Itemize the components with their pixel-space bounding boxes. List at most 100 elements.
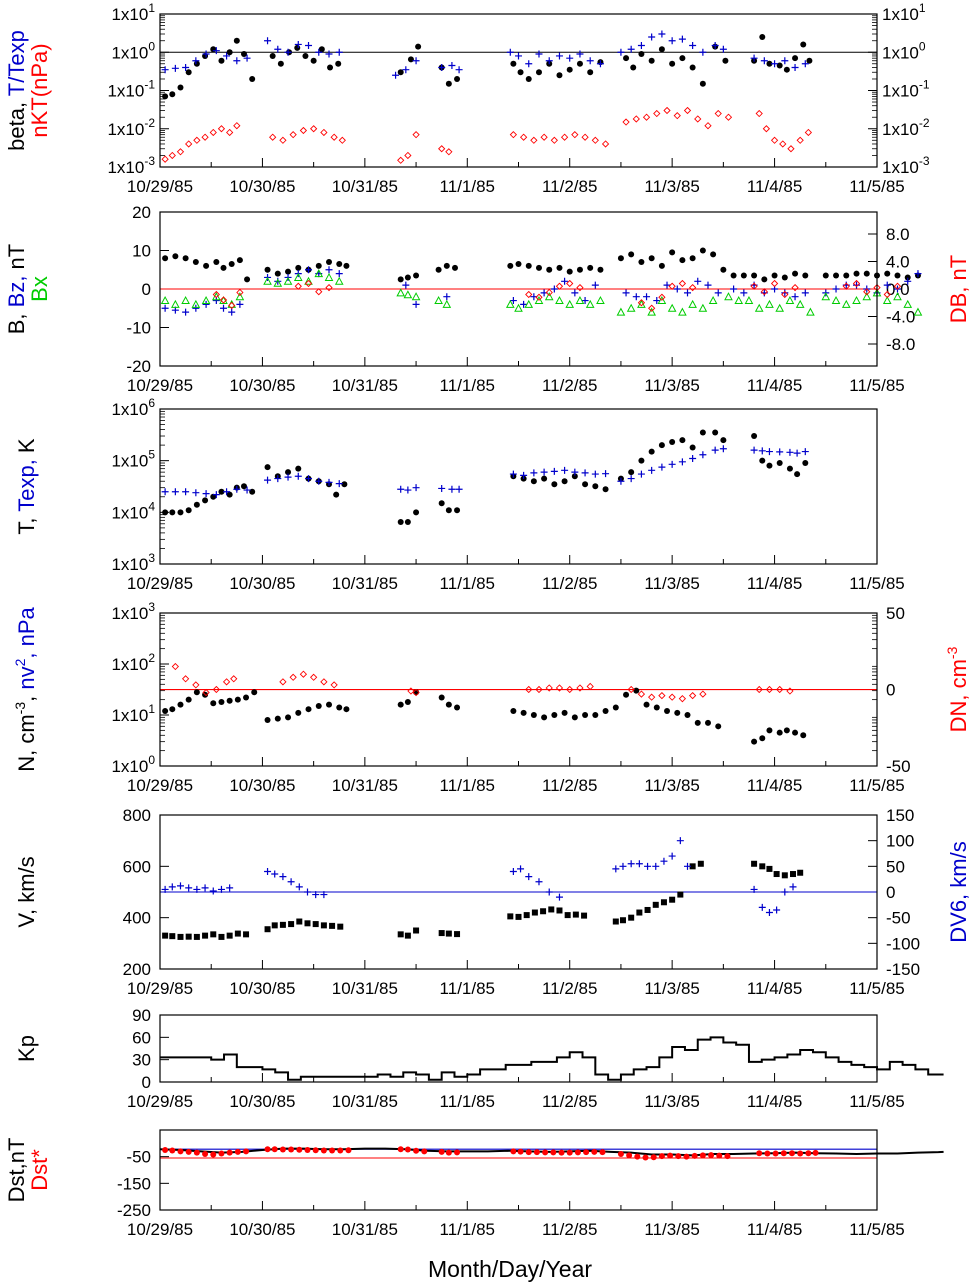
data-point: [551, 712, 558, 718]
x-tick-label: 10/31/85: [332, 177, 398, 196]
data-point: [530, 478, 537, 485]
data-point: [442, 299, 452, 308]
data-point: [249, 488, 256, 495]
y-axis-title-part: T/Texp: [4, 30, 29, 96]
y-axis-title-part: K: [14, 438, 39, 453]
y-tick-label-right: -4.0: [886, 308, 915, 327]
data-point: [404, 932, 411, 939]
data-point: [326, 701, 333, 708]
data-point: [545, 288, 553, 297]
data-point: [720, 437, 727, 444]
y-tick-label-exponent: 1: [148, 702, 155, 716]
y-tick-label: 1x104: [111, 499, 155, 522]
data-point: [551, 481, 558, 488]
data-point: [862, 292, 872, 301]
data-point: [766, 727, 773, 734]
y-tick-label: 600: [123, 857, 151, 876]
y-tick-label: 1x103: [111, 600, 155, 623]
data-point: [637, 299, 646, 307]
y-tick-label: 90: [132, 1006, 151, 1025]
data-point: [210, 931, 217, 938]
data-point: [781, 872, 788, 879]
data-point: [750, 446, 758, 454]
y-tick-label: 400: [123, 909, 151, 928]
y-axis-title: V, km/s: [14, 856, 39, 927]
data-point: [863, 270, 870, 277]
data-point: [234, 1148, 241, 1155]
data-point: [304, 279, 313, 288]
x-tick-label: 11/2/85: [542, 979, 597, 998]
data-point: [228, 301, 236, 310]
data-point: [555, 282, 564, 290]
x-tick-label: 11/2/85: [542, 1220, 597, 1239]
data-point: [668, 282, 676, 290]
y-axis-title-part: ,: [14, 690, 39, 702]
data-point: [720, 266, 727, 273]
data-point: [218, 57, 225, 64]
data-point: [193, 885, 201, 893]
data-point: [602, 486, 609, 493]
data-point: [294, 282, 302, 290]
data-point: [182, 255, 189, 262]
data-point: [544, 292, 554, 301]
data-point: [212, 290, 220, 299]
x-tick-label: 11/1/85: [440, 177, 495, 196]
y-tick-label: 30: [132, 1051, 151, 1070]
data-point: [744, 295, 754, 305]
data-point: [177, 933, 184, 940]
y-tick-label-exponent: 3: [148, 551, 155, 565]
data-point: [683, 1153, 690, 1160]
data-point: [294, 40, 302, 48]
data-point: [792, 270, 799, 277]
data-point: [730, 285, 738, 293]
y-tick-label-right: 4.0: [886, 253, 910, 272]
data-point: [576, 684, 584, 692]
y-axis-title-part: 2: [12, 658, 28, 666]
data-point: [852, 295, 861, 305]
data-point: [684, 712, 691, 718]
data-point: [776, 448, 784, 456]
data-point: [555, 295, 564, 305]
data-point: [762, 125, 771, 133]
data-point: [171, 64, 179, 72]
y-tick-label: 1x100: [111, 39, 155, 62]
data-point: [545, 684, 553, 692]
data-point: [582, 481, 589, 488]
data-point: [445, 701, 452, 708]
y-tick-label-exponent: 3: [148, 600, 155, 614]
data-point: [882, 295, 892, 305]
data-point: [643, 701, 650, 708]
data-point: [193, 933, 200, 940]
data-point: [555, 684, 564, 692]
data-point: [226, 884, 234, 892]
y-tick-label: 800: [123, 806, 151, 825]
data-point: [884, 270, 891, 277]
data-point: [218, 1150, 225, 1157]
data-point: [330, 133, 338, 141]
data-point: [802, 460, 809, 467]
data-point: [648, 33, 656, 41]
data-point: [759, 735, 766, 742]
data-point: [684, 862, 692, 870]
data-point: [230, 675, 238, 683]
data-point: [162, 932, 169, 939]
data-point: [623, 55, 630, 62]
data-point: [218, 698, 225, 705]
x-tick-label: 11/5/85: [849, 776, 904, 795]
data-point: [397, 1146, 404, 1153]
data-point: [653, 297, 661, 305]
data-point: [765, 299, 774, 308]
data-point: [786, 448, 794, 456]
data-point: [694, 115, 702, 123]
data-point: [343, 262, 350, 269]
y-tick-label-right: 0: [886, 883, 895, 902]
data-point: [689, 42, 697, 50]
data-point: [550, 285, 558, 293]
data-point: [591, 1148, 598, 1155]
data-point: [334, 276, 344, 285]
data-point: [556, 72, 563, 79]
data-point: [852, 279, 861, 288]
x-tick-label: 11/1/85: [440, 1220, 495, 1239]
data-point: [535, 69, 542, 76]
data-point: [566, 66, 573, 73]
